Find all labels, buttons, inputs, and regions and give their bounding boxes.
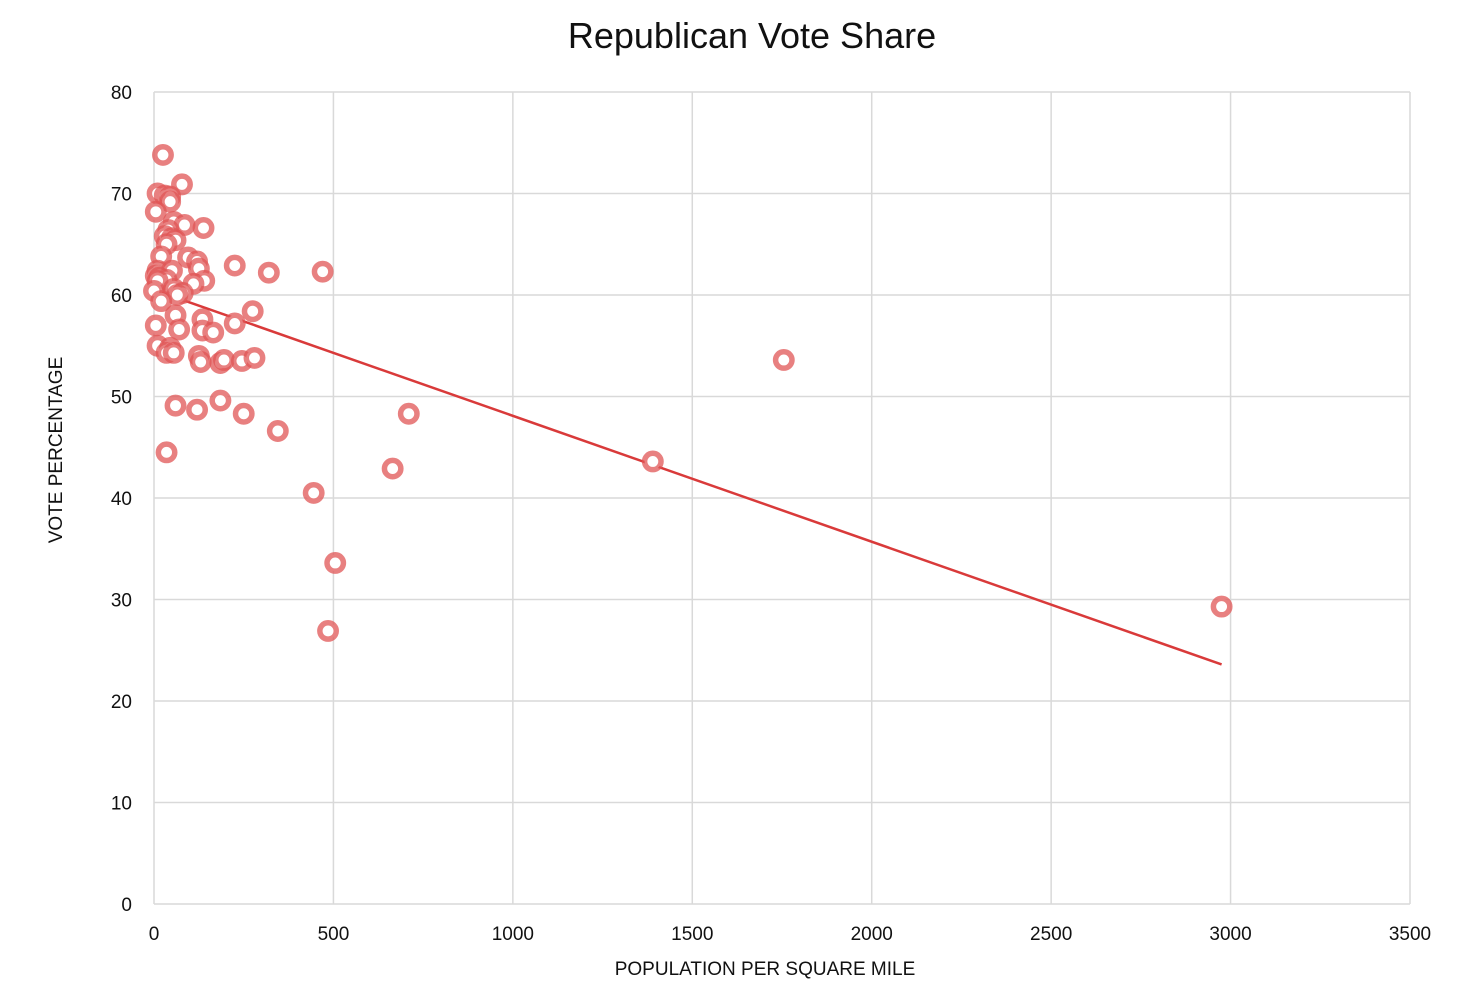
- data-point: [311, 260, 334, 283]
- x-axis-ticks: 0 500 1000 1500 2000 2500 3000 3500: [149, 924, 1431, 945]
- data-point: [317, 620, 339, 642]
- data-point: [223, 312, 246, 335]
- data-point: [243, 346, 266, 369]
- y-tick-label: 40: [111, 489, 132, 510]
- x-tick-label: 500: [318, 924, 350, 945]
- y-axis-label: VOTE PERCENTAGE: [46, 357, 67, 544]
- data-point: [186, 398, 209, 421]
- data-point: [241, 300, 264, 323]
- data-point: [202, 321, 225, 344]
- data-point: [168, 318, 191, 341]
- data-points: [143, 143, 1233, 642]
- x-tick-label: 3500: [1389, 924, 1431, 945]
- y-tick-label: 10: [111, 794, 132, 815]
- x-tick-label: 1000: [492, 924, 534, 945]
- y-tick-label: 0: [121, 895, 132, 916]
- data-point: [209, 389, 232, 412]
- x-axis-label: POPULATION PER SQUARE MILE: [615, 959, 916, 980]
- y-tick-label: 60: [111, 286, 132, 307]
- data-point: [232, 402, 255, 425]
- x-tick-label: 1500: [671, 924, 713, 945]
- y-axis-ticks: 0 10 20 30 40 50 60 70 80: [111, 83, 132, 916]
- data-point: [162, 341, 185, 364]
- data-point: [144, 314, 167, 337]
- x-tick-label: 2500: [1030, 924, 1072, 945]
- x-tick-label: 3000: [1209, 924, 1251, 945]
- data-point: [213, 349, 235, 371]
- data-point: [266, 420, 289, 442]
- data-point: [397, 402, 420, 425]
- trendline: [153, 288, 1223, 666]
- data-point: [381, 457, 404, 480]
- x-tick-label: 2000: [851, 924, 893, 945]
- y-tick-label: 30: [111, 591, 132, 612]
- data-point: [302, 481, 325, 504]
- data-point: [144, 200, 167, 223]
- data-point: [772, 349, 795, 371]
- chart-title: Republican Vote Share: [568, 15, 936, 56]
- data-point: [171, 173, 193, 196]
- data-point: [1210, 595, 1233, 618]
- data-point: [257, 261, 280, 284]
- data-point: [192, 217, 215, 239]
- data-point: [152, 143, 174, 166]
- data-point: [164, 394, 187, 417]
- y-tick-label: 20: [111, 692, 132, 713]
- data-point: [155, 441, 178, 464]
- data-point: [223, 254, 246, 277]
- trendline-group: [153, 288, 1223, 666]
- grid-lines: [153, 91, 1411, 905]
- data-point: [324, 552, 347, 574]
- x-tick-label: 0: [149, 924, 160, 945]
- y-tick-label: 70: [111, 185, 132, 206]
- y-tick-label: 80: [111, 83, 132, 104]
- data-point: [159, 190, 182, 213]
- data-point: [641, 450, 664, 473]
- y-tick-label: 50: [111, 388, 132, 409]
- data-point: [189, 351, 212, 373]
- data-point: [150, 290, 173, 313]
